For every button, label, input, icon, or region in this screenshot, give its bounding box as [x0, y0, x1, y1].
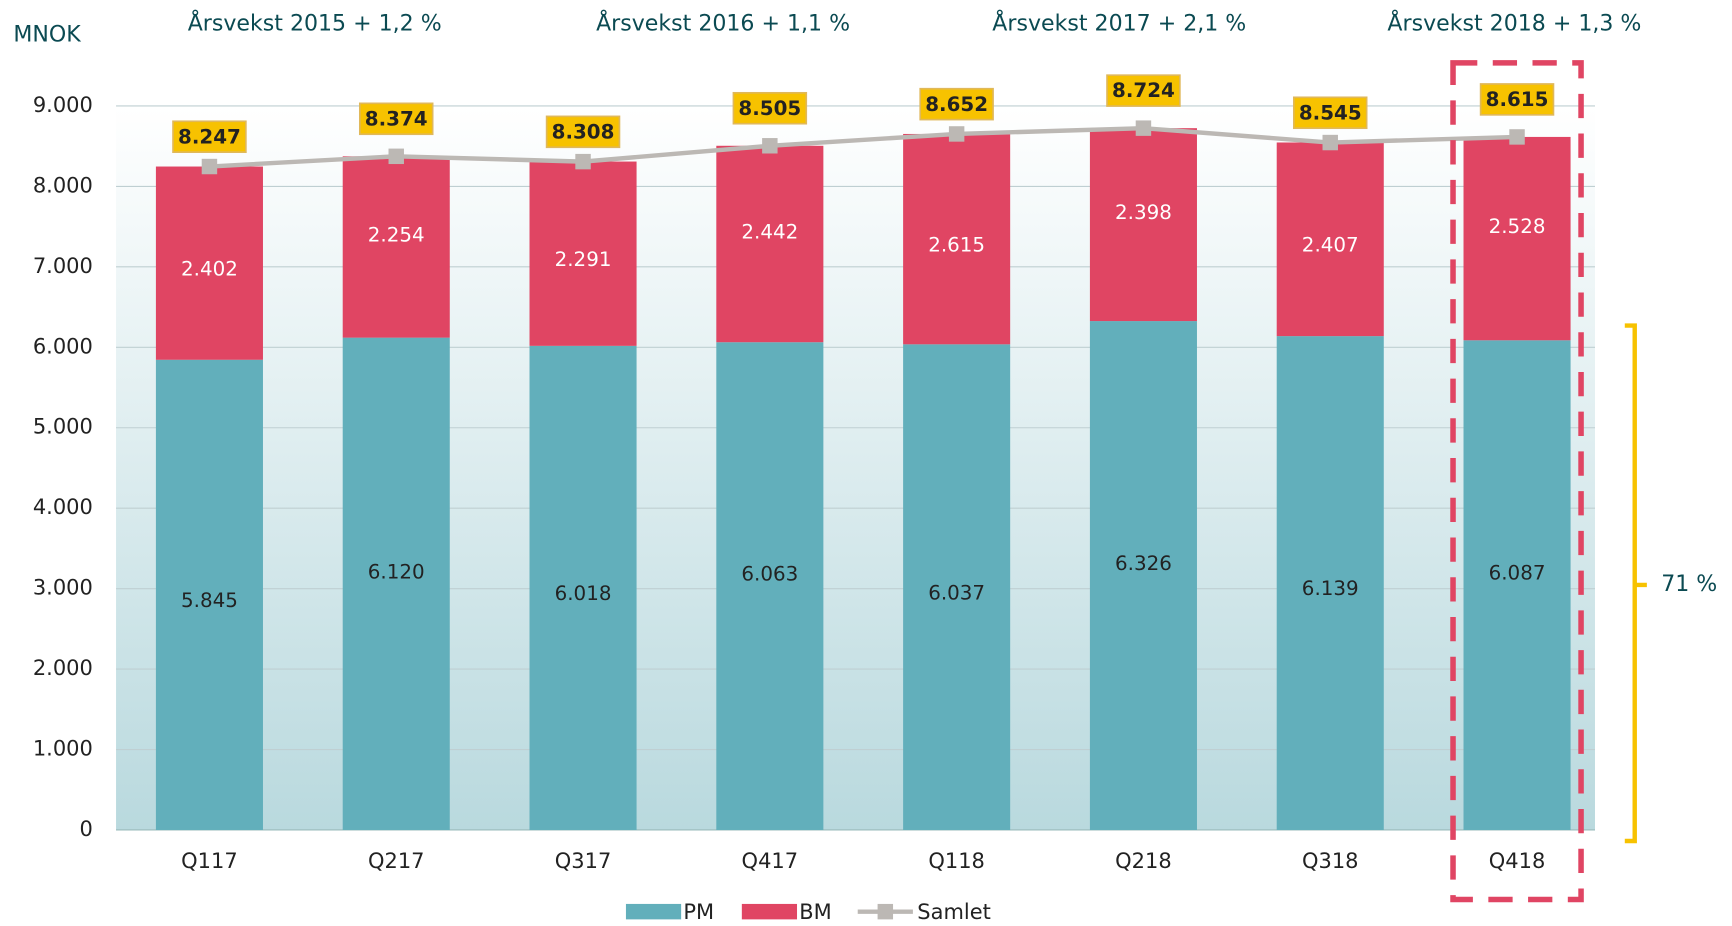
- value-label: 2.407: [1302, 233, 1359, 256]
- value-label: 2.398: [1115, 201, 1172, 224]
- marker: [1322, 134, 1338, 151]
- value-label: 6.063: [741, 563, 798, 586]
- value-label: 2.442: [741, 220, 798, 243]
- total-label: 8.545: [1299, 101, 1362, 124]
- y-tick-label: 8.000: [33, 173, 93, 197]
- bar-segment: [716, 342, 824, 830]
- total-label: 8.724: [1112, 79, 1175, 102]
- total-label: 8.374: [365, 107, 428, 130]
- y-tick-label: 7.000: [33, 254, 93, 278]
- marker: [201, 158, 218, 175]
- value-label: 2.254: [368, 223, 425, 246]
- value-label: 2.615: [928, 233, 985, 256]
- annotation: Årsvekst 2016 + 1,1 %: [596, 9, 850, 36]
- marker: [948, 126, 965, 142]
- value-label: 2.291: [555, 248, 612, 271]
- bar-segment: [1276, 142, 1384, 337]
- bracket-label: 71 %: [1661, 572, 1717, 597]
- y-tick-label: 0: [80, 817, 93, 841]
- label-box: [919, 87, 994, 121]
- legend-label: Samlet: [917, 900, 991, 924]
- y-tick-label: 5.000: [33, 415, 93, 439]
- legend-marker: [877, 903, 894, 920]
- annotation: Årsvekst 2015 + 1,2 %: [188, 9, 442, 36]
- bracket: [1624, 323, 1647, 844]
- value-label: 2.528: [1489, 215, 1546, 238]
- y-axis-label: MNOK: [13, 22, 81, 47]
- legend-label: BM: [799, 900, 831, 924]
- total-label: 8.247: [178, 125, 241, 148]
- bar-segment: [529, 345, 637, 830]
- label-box: [1292, 96, 1368, 130]
- marker: [1135, 120, 1152, 136]
- annotation: Årsvekst 2018 + 1,3 %: [1387, 9, 1641, 36]
- bar-segment: [529, 161, 637, 346]
- bar-segment: [342, 156, 450, 338]
- value-label: 6.326: [1115, 552, 1172, 575]
- annotation: Årsvekst 2017 + 2,1 %: [992, 9, 1246, 36]
- x-tick-label: Q317: [555, 849, 612, 873]
- y-tick-label: 1.000: [33, 737, 93, 761]
- bar-segment: [342, 337, 450, 830]
- x-tick-label: Q418: [1489, 849, 1546, 873]
- y-tick-label: 6.000: [33, 334, 93, 358]
- y-tick-label: 9.000: [33, 93, 93, 117]
- bar-segment: [155, 166, 263, 360]
- label-box: [545, 115, 621, 149]
- highlight-box: [1450, 60, 1584, 903]
- value-label: 2.402: [181, 257, 238, 280]
- total-label: 8.652: [925, 93, 988, 116]
- x-tick-label: Q117: [181, 849, 238, 873]
- bar-segment: [903, 133, 1011, 345]
- bar-segment: [1089, 321, 1197, 830]
- bar-segment: [1089, 128, 1197, 322]
- y-tick-label: 3.000: [33, 576, 93, 600]
- bar-segment: [716, 145, 824, 343]
- value-label: 6.018: [555, 582, 612, 605]
- marker: [575, 153, 591, 170]
- bar-segment: [155, 359, 263, 830]
- y-tick-label: 4.000: [33, 495, 93, 519]
- x-tick-label: Q218: [1115, 849, 1172, 873]
- y-tick-label: 2.000: [33, 656, 93, 680]
- x-tick-label: Q118: [928, 849, 985, 873]
- bar-segment: [1276, 336, 1384, 830]
- label-box: [358, 102, 434, 136]
- total-label: 8.505: [738, 97, 801, 120]
- value-label: 5.845: [181, 589, 238, 612]
- marker: [388, 148, 404, 165]
- value-label: 6.120: [368, 560, 425, 583]
- bar-segment: [903, 344, 1011, 830]
- value-label: 6.087: [1489, 562, 1546, 585]
- total-label: 8.308: [552, 120, 615, 143]
- line: [209, 125, 1518, 169]
- value-label: 6.037: [928, 581, 985, 604]
- bar-segment: [1463, 340, 1571, 830]
- marker: [762, 138, 778, 154]
- x-tick-label: Q417: [742, 849, 799, 873]
- label-box: [1479, 83, 1555, 116]
- value-label: 6.139: [1302, 577, 1359, 600]
- bar-segment: [1463, 136, 1571, 341]
- legend-swatch: [741, 903, 798, 920]
- legend-swatch: [625, 903, 682, 920]
- total-label: 8.615: [1486, 88, 1549, 111]
- x-tick-label: Q217: [368, 849, 425, 873]
- marker: [1509, 129, 1525, 145]
- legend-label: PM: [683, 900, 714, 924]
- label-box: [172, 120, 247, 154]
- label-box: [1106, 74, 1181, 107]
- label-box: [732, 91, 808, 125]
- x-tick-label: Q318: [1302, 849, 1359, 873]
